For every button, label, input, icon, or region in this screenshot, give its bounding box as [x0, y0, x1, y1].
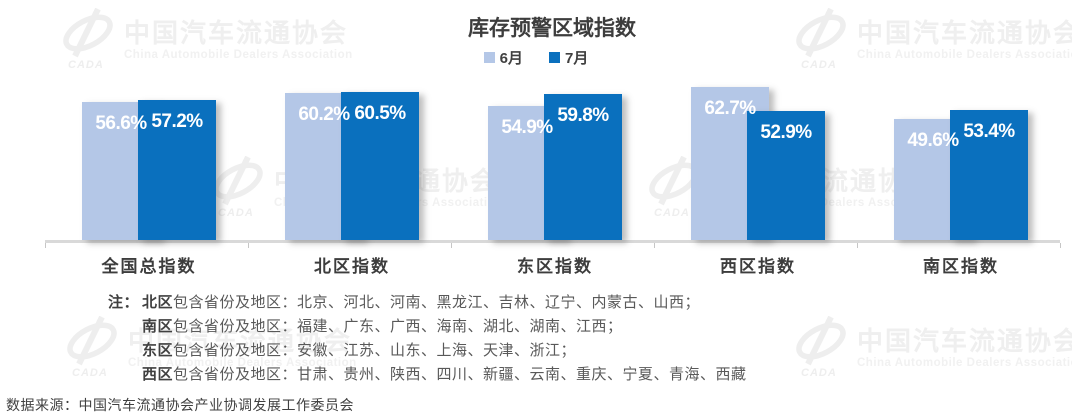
svg-text:CADA: CADA — [801, 367, 837, 378]
svg-text:CADA: CADA — [72, 367, 108, 378]
axis-tick — [45, 243, 46, 248]
axis-tick — [857, 243, 858, 248]
cada-logo-icon: CADA — [796, 316, 846, 378]
bar-value-label: 59.8% — [557, 104, 609, 126]
category-label: 北区指数 — [314, 257, 390, 276]
bar-value-label: 49.6% — [907, 129, 959, 151]
watermark-cn-text: 中国汽车流通协会 — [857, 326, 1072, 356]
legend-item-july: 7月 — [549, 47, 588, 68]
bar-chart-plot: 56.6% 57.2% 全国总指数 60.2% 60.5% 北区指数 54.9% 59.8% 东… — [45, 86, 1061, 276]
bar-7月-南区指数 — [950, 109, 1028, 240]
category-label: 全国总指数 — [101, 257, 197, 276]
axis-tick — [451, 243, 452, 248]
watermark-en-text: China Automobile Dealers Association — [857, 357, 1072, 369]
legend: 6月 7月 — [0, 47, 1072, 68]
category-label: 南区指数 — [923, 257, 999, 276]
note-line-north: 注： 北区包含省份及地区：北京、河北、河南、黑龙江、吉林、辽宁、内蒙古、山西； — [108, 291, 747, 315]
bar-7月-东区指数 — [544, 93, 622, 240]
axis-tick — [1060, 243, 1061, 248]
notes-block: 注： 北区包含省份及地区：北京、河北、河南、黑龙江、吉林、辽宁、内蒙古、山西； 南… — [108, 291, 747, 387]
bar-7月-西区指数 — [747, 110, 825, 240]
legend-label-july: 7月 — [565, 50, 589, 67]
bar-7月-北区指数 — [341, 92, 419, 240]
bar-value-label: 56.6% — [95, 112, 147, 134]
bar-value-label: 60.5% — [354, 103, 406, 125]
category-label: 西区指数 — [720, 257, 796, 276]
data-source: 数据来源：中国汽车流通协会产业协调发展工作委员会 — [6, 397, 354, 413]
legend-swatch-july — [549, 52, 560, 63]
bar-value-label: 52.9% — [760, 121, 812, 143]
bar-value-label: 53.4% — [963, 120, 1015, 142]
note-line-west: 西区包含省份及地区：甘肃、贵州、陕西、四川、新疆、云南、重庆、宁夏、青海、西藏 — [142, 366, 747, 383]
chart-title: 库存预警区域指数 — [468, 17, 636, 40]
legend-swatch-june — [483, 52, 495, 63]
legend-item-june: 6月 — [483, 47, 523, 68]
axis-tick — [654, 243, 655, 248]
axis-tick — [248, 243, 249, 248]
bar-value-label: 60.2% — [298, 103, 350, 125]
x-axis-line — [45, 240, 1060, 243]
legend-label-june: 6月 — [499, 50, 523, 67]
note-prefix: 注： — [108, 294, 140, 311]
bar-value-label: 62.7% — [704, 97, 756, 119]
bar-value-label: 57.2% — [151, 111, 203, 133]
note-line-east: 东区包含省份及地区：安徽、江苏、山东、上海、天津、浙江； — [142, 342, 577, 359]
bar-7月-全国总指数 — [138, 100, 216, 240]
category-label: 东区指数 — [517, 257, 593, 276]
bar-value-label: 54.9% — [501, 116, 553, 138]
note-line-south: 南区包含省份及地区：福建、广东、广西、海南、湖北、湖南、江西； — [142, 318, 623, 335]
